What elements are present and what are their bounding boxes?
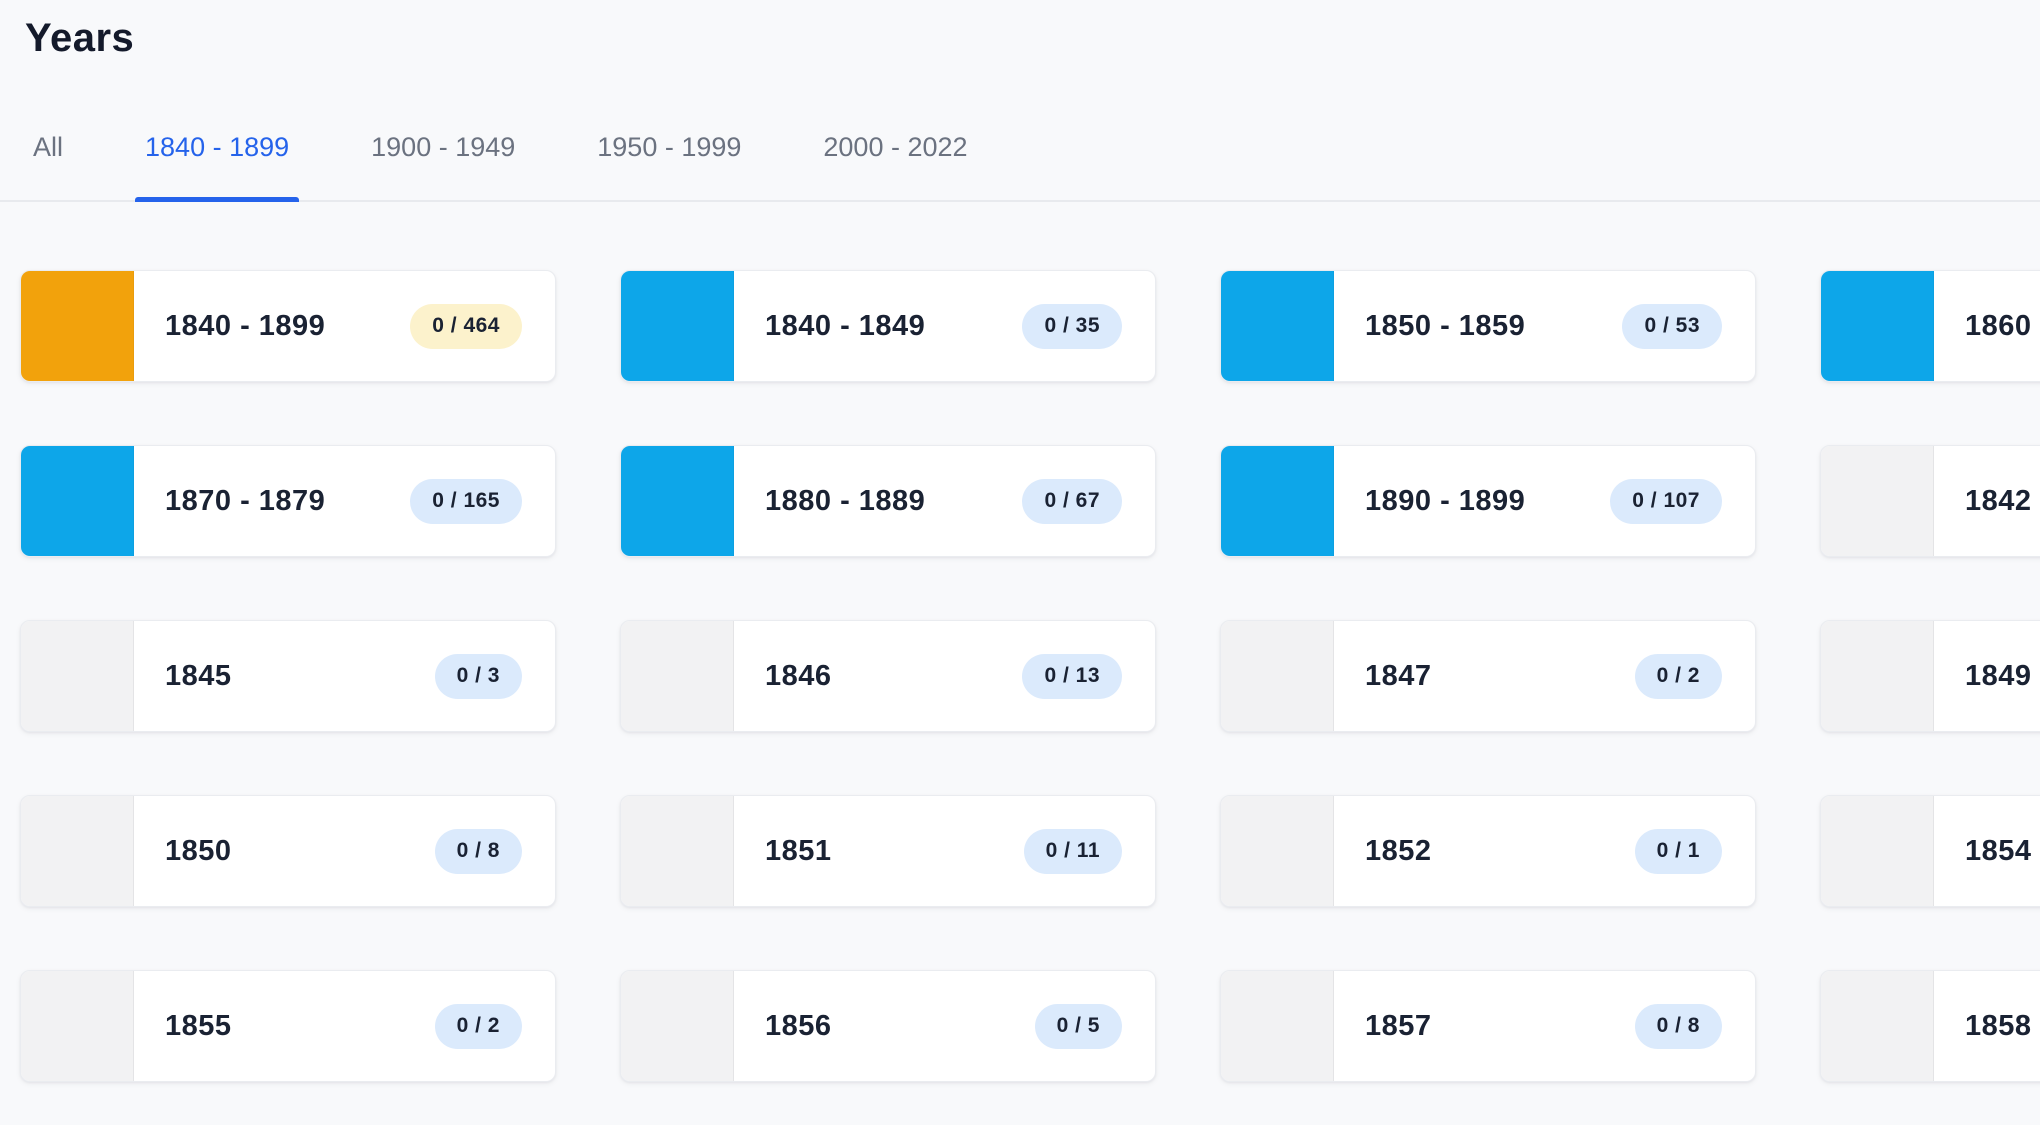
count-badge: 0 / 464: [410, 303, 522, 349]
count-badge: 0 / 165: [410, 478, 522, 524]
count-badge: 0 / 2: [434, 1003, 522, 1049]
card-color-block: [1221, 271, 1334, 381]
count-badge: 0 / 11: [1023, 828, 1122, 874]
year-card-label: 1856: [765, 1009, 832, 1042]
card-color-block: [621, 796, 734, 906]
card-color-block: [1221, 446, 1334, 556]
card-color-block: [1821, 796, 1934, 906]
year-card-1840-1849[interactable]: 1840 - 1849 0 / 35: [620, 270, 1156, 382]
year-card-label: 1845: [165, 659, 232, 692]
year-card-label: 1855: [165, 1009, 232, 1042]
year-card-label: 1870 - 1879: [165, 484, 326, 517]
year-card-label: 1890 - 1899: [1365, 484, 1526, 517]
count-badge: 0 / 2: [1634, 653, 1722, 699]
count-badge: 0 / 35: [1022, 303, 1122, 349]
tab-1950-1999[interactable]: 1950 - 1999: [587, 131, 751, 200]
tab-label: 1840 - 1899: [145, 132, 290, 162]
count-badge: 0 / 53: [1622, 303, 1722, 349]
year-card-1847[interactable]: 1847 0 / 2: [1220, 620, 1756, 732]
tab-1900-1949[interactable]: 1900 - 1949: [361, 131, 525, 200]
card-color-block: [621, 271, 734, 381]
page-title: Years: [25, 16, 135, 60]
tab-2000-2022[interactable]: 2000 - 2022: [813, 131, 977, 200]
year-card-label: 1849: [1965, 659, 2032, 692]
year-card-label: 1880 - 1889: [765, 484, 926, 517]
year-card-label: 1860 - 1869: [1965, 309, 2040, 342]
card-color-block: [21, 621, 134, 731]
card-color-block: [21, 271, 134, 381]
year-range-tabs: All 1840 - 1899 1900 - 1949 1950 - 1999 …: [0, 131, 2040, 202]
year-card-label: 1840 - 1899: [165, 309, 326, 342]
tab-1840-1899[interactable]: 1840 - 1899: [135, 131, 300, 202]
year-card-label: 1840 - 1849: [765, 309, 926, 342]
year-cards-grid: 1840 - 1899 0 / 464 1840 - 1849 0 / 35 1…: [20, 270, 2040, 1082]
count-badge: 0 / 1: [1634, 828, 1722, 874]
year-card-label: 1852: [1365, 834, 1432, 867]
card-color-block: [21, 796, 134, 906]
year-card-1840-1899[interactable]: 1840 - 1899 0 / 464: [20, 270, 556, 382]
year-card-label: 1851: [765, 834, 832, 867]
year-card-1846[interactable]: 1846 0 / 13: [620, 620, 1156, 732]
card-color-block: [21, 446, 134, 556]
card-color-block: [1221, 621, 1334, 731]
year-card-label: 1850: [165, 834, 232, 867]
card-color-block: [1821, 271, 1934, 381]
count-badge: 0 / 5: [1034, 1003, 1122, 1049]
tab-label: 1950 - 1999: [597, 132, 742, 162]
year-card-label: 1842: [1965, 484, 2032, 517]
card-color-block: [21, 971, 134, 1081]
year-card-1870-1879[interactable]: 1870 - 1879 0 / 165: [20, 445, 556, 557]
year-card-1890-1899[interactable]: 1890 - 1899 0 / 107: [1220, 445, 1756, 557]
year-card-1849[interactable]: 1849: [1820, 620, 2040, 732]
year-card-label: 1846: [765, 659, 832, 692]
year-card-1858[interactable]: 1858: [1820, 970, 2040, 1082]
year-card-label: 1857: [1365, 1009, 1432, 1042]
year-card-1852[interactable]: 1852 0 / 1: [1220, 795, 1756, 907]
tab-label: All: [33, 132, 64, 162]
year-card-1850-1859[interactable]: 1850 - 1859 0 / 53: [1220, 270, 1756, 382]
card-color-block: [1821, 621, 1934, 731]
year-card-1857[interactable]: 1857 0 / 8: [1220, 970, 1756, 1082]
year-card-1850[interactable]: 1850 0 / 8: [20, 795, 556, 907]
year-card-1880-1889[interactable]: 1880 - 1889 0 / 67: [620, 445, 1156, 557]
year-card-1842[interactable]: 1842: [1820, 445, 2040, 557]
card-color-block: [1221, 796, 1334, 906]
tab-label: 1900 - 1949: [371, 132, 516, 162]
year-card-1845[interactable]: 1845 0 / 3: [20, 620, 556, 732]
card-color-block: [621, 971, 734, 1081]
card-color-block: [1221, 971, 1334, 1081]
count-badge: 0 / 8: [434, 828, 522, 874]
year-card-label: 1858: [1965, 1009, 2032, 1042]
tab-all[interactable]: All: [23, 131, 73, 200]
count-badge: 0 / 3: [434, 653, 522, 699]
count-badge: 0 / 13: [1022, 653, 1122, 699]
year-card-label: 1850 - 1859: [1365, 309, 1526, 342]
card-color-block: [621, 446, 734, 556]
year-card-label: 1847: [1365, 659, 1432, 692]
count-badge: 0 / 8: [1634, 1003, 1722, 1049]
year-card-1851[interactable]: 1851 0 / 11: [620, 795, 1156, 907]
year-card-label: 1854: [1965, 834, 2032, 867]
count-badge: 0 / 67: [1022, 478, 1122, 524]
card-color-block: [1821, 446, 1934, 556]
card-color-block: [621, 621, 734, 731]
year-card-1855[interactable]: 1855 0 / 2: [20, 970, 556, 1082]
count-badge: 0 / 107: [1610, 478, 1722, 524]
year-card-1854[interactable]: 1854: [1820, 795, 2040, 907]
year-card-1860-1869[interactable]: 1860 - 1869: [1820, 270, 2040, 382]
tab-label: 2000 - 2022: [823, 132, 968, 162]
card-color-block: [1821, 971, 1934, 1081]
year-card-1856[interactable]: 1856 0 / 5: [620, 970, 1156, 1082]
